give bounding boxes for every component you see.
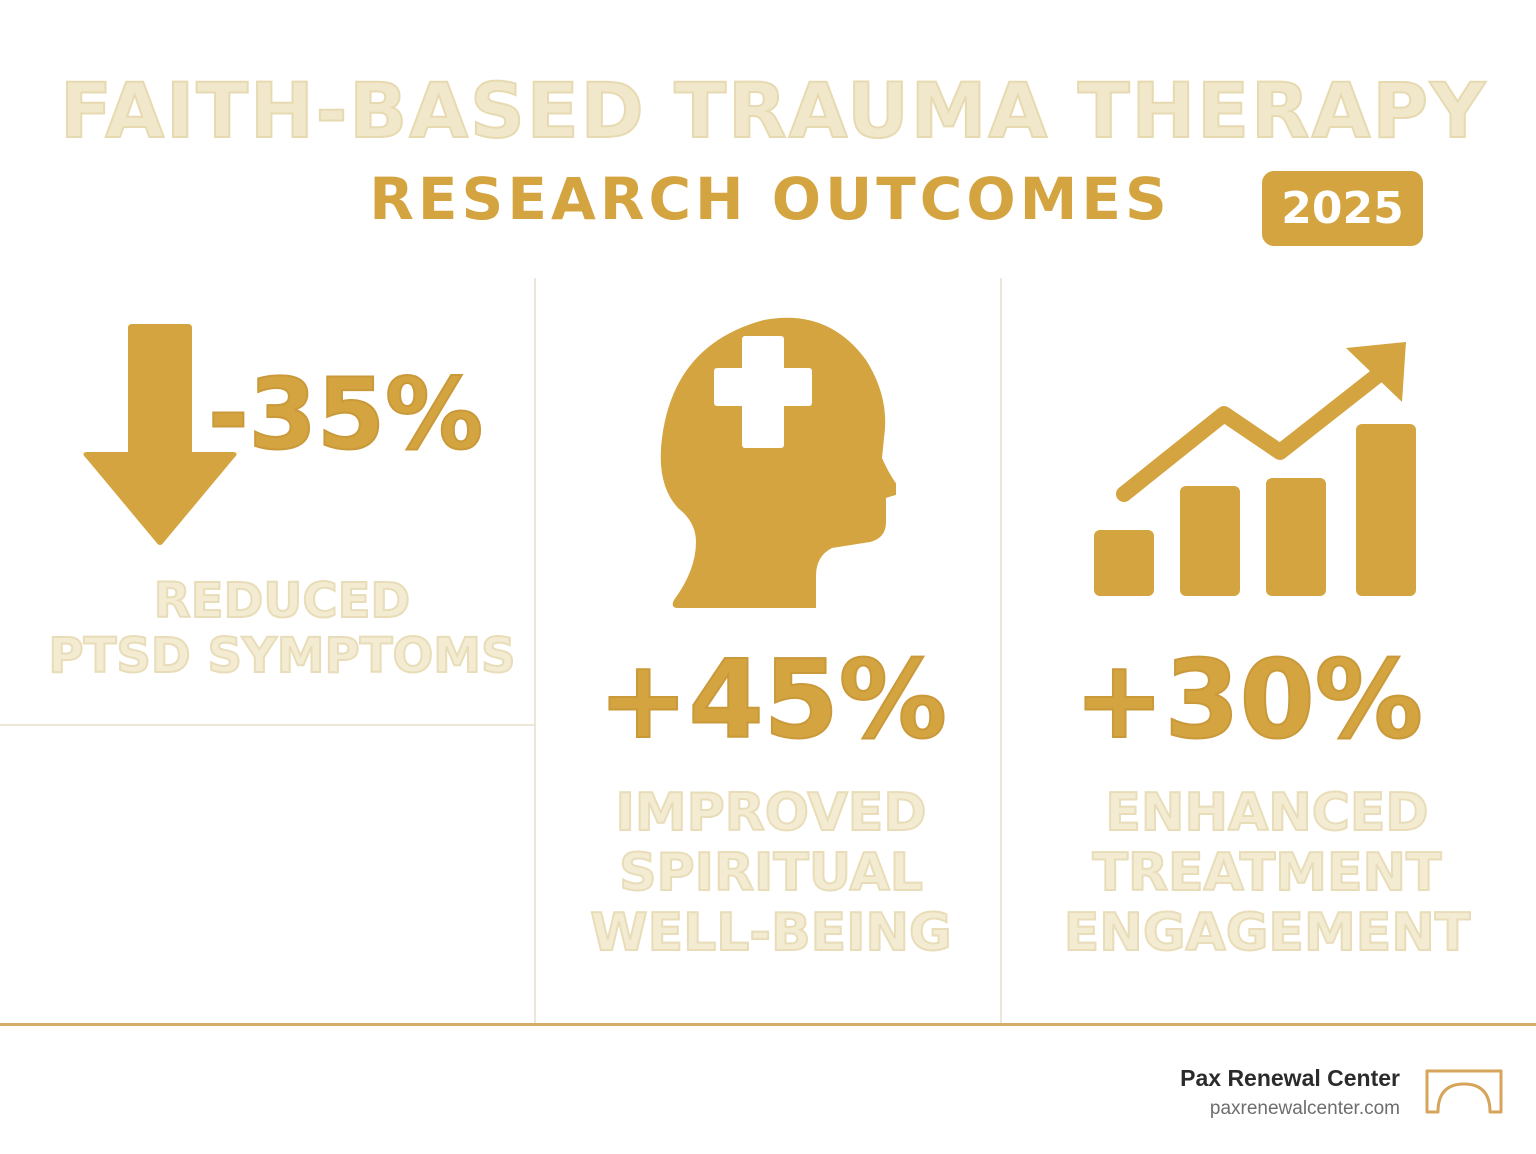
head-with-cross-icon <box>660 317 896 608</box>
stat-card-ptsd: -35% REDUCED PTSD SYMPTOMS <box>0 278 534 724</box>
stat-card-spiritual: +45% IMPROVED SPIRITUAL WELL-BEING <box>536 278 1000 1023</box>
arch-logo-icon <box>1425 1069 1503 1114</box>
row-divider <box>0 724 534 726</box>
stat-label-ptsd: REDUCED PTSD SYMPTOMS <box>20 572 544 685</box>
label-line: IMPROVED <box>615 782 928 844</box>
footer-rule <box>0 1023 1536 1026</box>
label-line: REDUCED <box>153 572 411 629</box>
bar-chart-trend-up-icon <box>1094 342 1416 596</box>
stat-card-engagement: +30% ENHANCED TREATMENT ENGAGEMENT <box>1002 278 1536 1023</box>
arrow-down-icon <box>83 324 237 545</box>
infographic-subtitle: RESEARCH OUTCOMES <box>369 165 1171 233</box>
label-line: WELL-BEING <box>589 902 952 964</box>
column-divider-2 <box>1000 278 1002 1023</box>
stat-value-engagement: +30% <box>1073 637 1424 764</box>
stat-value-spiritual: +45% <box>597 637 948 764</box>
label-line: ENGAGEMENT <box>1063 902 1471 964</box>
label-line: ENHANCED <box>1104 782 1429 844</box>
label-line: SPIRITUAL <box>618 842 924 904</box>
year-badge: 2025 <box>1262 171 1423 246</box>
infographic-title: FAITH-BASED TRAUMA THERAPY <box>59 65 1488 156</box>
stat-label-spiritual: IMPROVED SPIRITUAL WELL-BEING <box>536 782 1006 964</box>
brand-url-link[interactable]: paxrenewalcenter.com <box>1209 1098 1400 1119</box>
label-line: TREATMENT <box>1092 842 1443 904</box>
stat-value-ptsd: -35% <box>207 357 484 473</box>
column-divider-1 <box>534 278 536 1023</box>
brand-name: Pax Renewal Center <box>1180 1065 1400 1091</box>
label-line: PTSD SYMPTOMS <box>47 627 516 685</box>
stat-label-engagement: ENHANCED TREATMENT ENGAGEMENT <box>1012 782 1522 964</box>
